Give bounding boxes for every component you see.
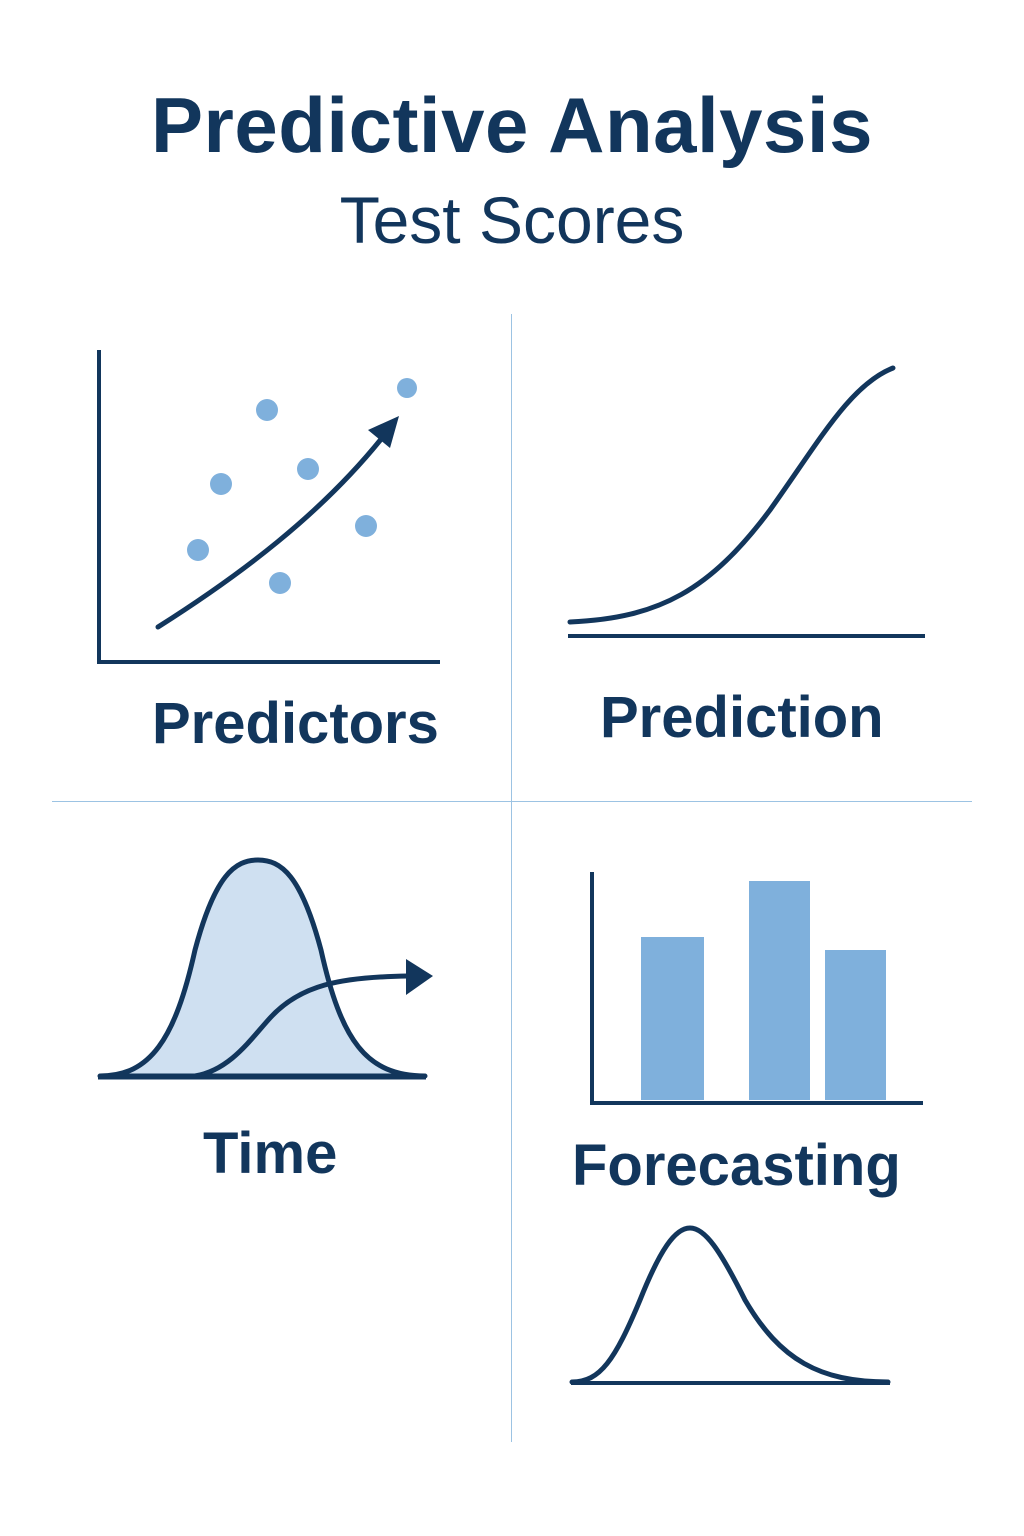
forecast-bar (749, 881, 810, 1100)
scatter-point (256, 399, 278, 421)
scatter-point (187, 539, 209, 561)
time-arrowhead (406, 959, 433, 995)
trend-arrowhead (368, 416, 399, 448)
scatter-point (210, 473, 232, 495)
scatter-trend-icon (97, 350, 440, 664)
page-title: Predictive Analysis (151, 81, 873, 169)
scatter-point (397, 378, 417, 398)
s-curve-icon (567, 365, 925, 638)
forecast-bar (641, 937, 704, 1100)
trend-line (155, 435, 385, 630)
vertical-divider (511, 314, 512, 1442)
bar-chart-icon (590, 872, 923, 1105)
bell-curve-shift-icon (97, 857, 433, 1080)
label-time: Time (203, 1121, 338, 1186)
label-predictors: Predictors (152, 691, 439, 756)
scatter-point (297, 458, 319, 480)
s-curve (567, 365, 896, 625)
predictors-axes (97, 350, 440, 664)
time-bell-area (97, 857, 428, 1079)
forecast-bar (825, 950, 886, 1100)
scatter-point (355, 515, 377, 537)
horizontal-divider (52, 801, 972, 802)
scatter-point (269, 572, 291, 594)
time-shift-curve (192, 973, 411, 1079)
label-prediction: Prediction (600, 685, 884, 750)
forecast-axes (590, 872, 923, 1105)
label-forecasting: Forecasting (572, 1133, 901, 1198)
page-subtitle: Test Scores (339, 183, 685, 257)
bell-curve (569, 1225, 891, 1385)
bell-curve-icon (569, 1225, 891, 1385)
